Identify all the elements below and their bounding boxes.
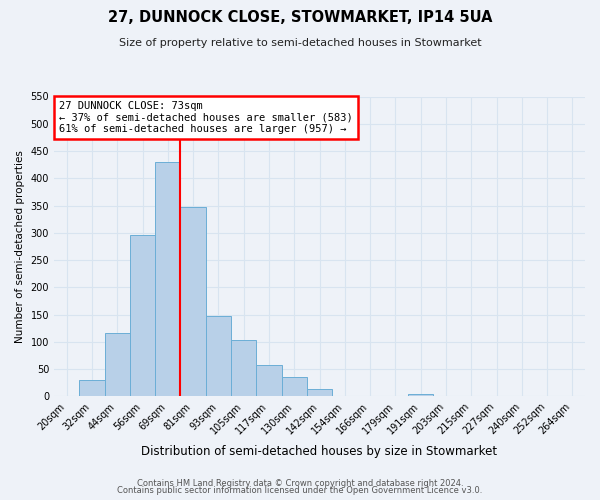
Text: Size of property relative to semi-detached houses in Stowmarket: Size of property relative to semi-detach… xyxy=(119,38,481,48)
Bar xyxy=(79,380,104,396)
Bar xyxy=(256,365,281,396)
Y-axis label: Number of semi-detached properties: Number of semi-detached properties xyxy=(15,150,25,343)
Bar xyxy=(104,332,130,396)
Bar xyxy=(206,316,231,396)
Text: Contains public sector information licensed under the Open Government Licence v3: Contains public sector information licen… xyxy=(118,486,482,495)
Bar xyxy=(155,162,181,396)
Text: 27 DUNNOCK CLOSE: 73sqm
← 37% of semi-detached houses are smaller (583)
61% of s: 27 DUNNOCK CLOSE: 73sqm ← 37% of semi-de… xyxy=(59,101,353,134)
Bar xyxy=(181,206,206,396)
Text: 27, DUNNOCK CLOSE, STOWMARKET, IP14 5UA: 27, DUNNOCK CLOSE, STOWMARKET, IP14 5UA xyxy=(108,10,492,25)
Bar xyxy=(231,340,256,396)
Bar xyxy=(130,236,155,396)
Bar xyxy=(408,394,433,396)
Text: Contains HM Land Registry data © Crown copyright and database right 2024.: Contains HM Land Registry data © Crown c… xyxy=(137,478,463,488)
X-axis label: Distribution of semi-detached houses by size in Stowmarket: Distribution of semi-detached houses by … xyxy=(142,444,497,458)
Bar xyxy=(307,388,332,396)
Bar xyxy=(281,377,307,396)
